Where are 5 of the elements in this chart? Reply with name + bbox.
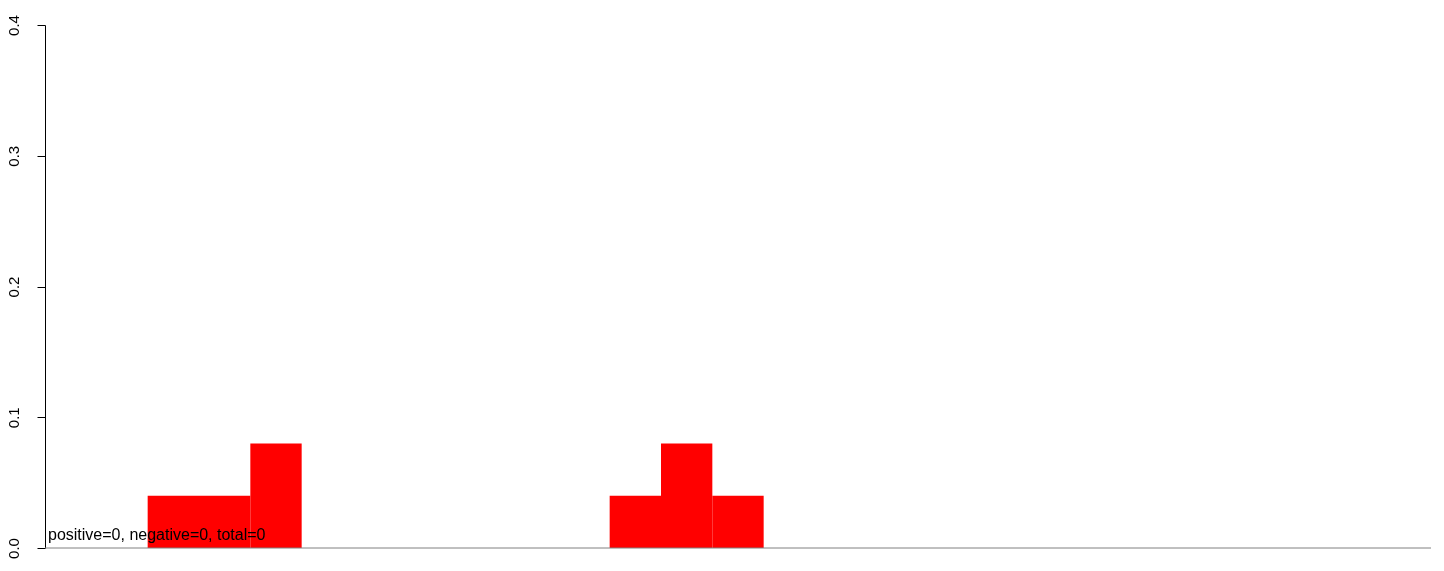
y-tick-label: 0.3 [4, 145, 22, 167]
y-tick-label: 0.0 [4, 538, 22, 559]
y-tick-label: 0.4 [4, 15, 22, 36]
y-tick-label: 0.2 [4, 276, 22, 298]
y-tick-label: 0.1 [4, 407, 22, 429]
